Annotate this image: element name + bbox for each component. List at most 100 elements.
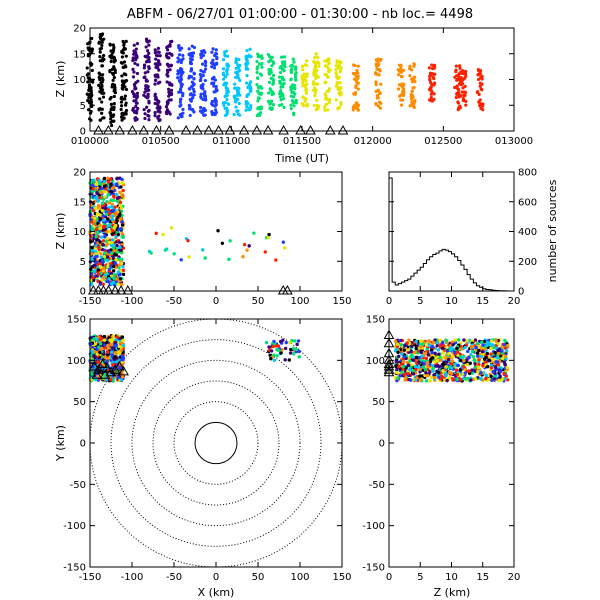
y-tick-label: 10 bbox=[73, 227, 86, 238]
source-point bbox=[161, 232, 165, 237]
source-point bbox=[417, 355, 421, 360]
source-point bbox=[270, 55, 274, 59]
source-point bbox=[97, 75, 101, 80]
source-point bbox=[105, 255, 110, 259]
source-point bbox=[90, 68, 94, 73]
station-marker bbox=[180, 124, 192, 135]
source-point bbox=[293, 86, 297, 91]
source-point bbox=[453, 338, 458, 342]
source-point bbox=[109, 198, 113, 202]
source-point bbox=[432, 83, 436, 87]
source-point bbox=[132, 109, 136, 114]
range-ring bbox=[131, 359, 301, 527]
source-point bbox=[90, 349, 94, 354]
panel-height-y: 0 5 10 15 20 -150 -100 -50 0 50 100 150 Z (km) bbox=[362, 315, 520, 600]
source-point bbox=[248, 47, 252, 51]
source-point bbox=[455, 346, 459, 351]
source-point bbox=[236, 89, 240, 94]
source-point bbox=[479, 376, 483, 381]
source-point bbox=[147, 114, 151, 118]
source-point bbox=[419, 339, 423, 343]
source-point bbox=[227, 257, 231, 262]
source-point bbox=[113, 355, 117, 359]
source-point bbox=[431, 363, 435, 368]
source-point bbox=[143, 75, 147, 79]
source-point bbox=[86, 52, 91, 56]
source-point bbox=[191, 51, 196, 55]
source-point bbox=[429, 375, 434, 379]
source-point bbox=[106, 208, 111, 212]
source-point bbox=[312, 72, 316, 76]
axis-label-y: Y (km) bbox=[54, 425, 67, 462]
source-point bbox=[111, 363, 115, 367]
source-point bbox=[86, 80, 90, 84]
source-point bbox=[120, 335, 125, 339]
source-point bbox=[215, 61, 219, 65]
axis-label-number-of-sources: number of sources bbox=[546, 179, 559, 282]
source-point bbox=[97, 179, 102, 183]
source-point bbox=[429, 95, 433, 100]
source-point bbox=[402, 348, 407, 352]
source-point bbox=[102, 334, 107, 339]
source-point bbox=[427, 66, 432, 70]
source-point bbox=[269, 58, 273, 62]
source-point bbox=[233, 86, 237, 90]
y-tick-label: 10 bbox=[73, 75, 86, 86]
source-point bbox=[326, 57, 330, 61]
source-point bbox=[334, 84, 338, 88]
source-point bbox=[117, 240, 121, 244]
source-point bbox=[94, 254, 99, 259]
source-point bbox=[103, 258, 107, 262]
source-point bbox=[426, 367, 430, 372]
source-point bbox=[99, 190, 103, 195]
source-point bbox=[377, 68, 382, 72]
source-point bbox=[223, 100, 227, 105]
source-point bbox=[493, 365, 498, 370]
source-point bbox=[109, 102, 114, 106]
source-point bbox=[192, 72, 196, 76]
source-point bbox=[85, 92, 89, 96]
source-point bbox=[115, 219, 119, 223]
source-point bbox=[292, 112, 296, 117]
source-point bbox=[355, 103, 359, 107]
source-point bbox=[500, 356, 505, 361]
source-point bbox=[190, 107, 194, 112]
source-point bbox=[424, 379, 429, 383]
source-point bbox=[478, 69, 483, 73]
station-marker bbox=[118, 365, 129, 376]
source-point bbox=[489, 339, 494, 343]
source-point bbox=[96, 272, 101, 277]
source-point bbox=[401, 68, 406, 72]
source-point bbox=[107, 201, 112, 205]
source-point bbox=[169, 98, 173, 102]
source-point bbox=[278, 66, 282, 70]
source-point bbox=[98, 55, 102, 59]
source-point bbox=[216, 229, 220, 233]
source-point bbox=[301, 77, 306, 81]
source-point bbox=[236, 109, 240, 113]
source-point bbox=[120, 104, 124, 108]
source-point bbox=[431, 340, 436, 345]
source-point bbox=[101, 78, 105, 82]
source-point bbox=[454, 95, 458, 100]
source-point bbox=[502, 371, 506, 376]
source-point bbox=[145, 39, 149, 43]
source-point bbox=[283, 358, 287, 362]
source-point bbox=[356, 64, 360, 68]
source-point bbox=[222, 67, 226, 71]
source-point bbox=[255, 83, 259, 87]
source-point bbox=[223, 53, 227, 57]
source-point bbox=[112, 276, 116, 281]
source-point bbox=[153, 101, 157, 106]
source-point bbox=[292, 104, 296, 108]
source-point bbox=[156, 116, 160, 120]
source-point bbox=[97, 370, 102, 374]
y-tick-label: 0 bbox=[80, 439, 86, 450]
source-point bbox=[102, 254, 107, 259]
source-point bbox=[172, 252, 176, 256]
source-point bbox=[181, 53, 185, 58]
source-point bbox=[203, 60, 208, 64]
station-marker bbox=[127, 124, 138, 135]
source-point bbox=[177, 90, 181, 94]
source-point bbox=[176, 69, 180, 73]
